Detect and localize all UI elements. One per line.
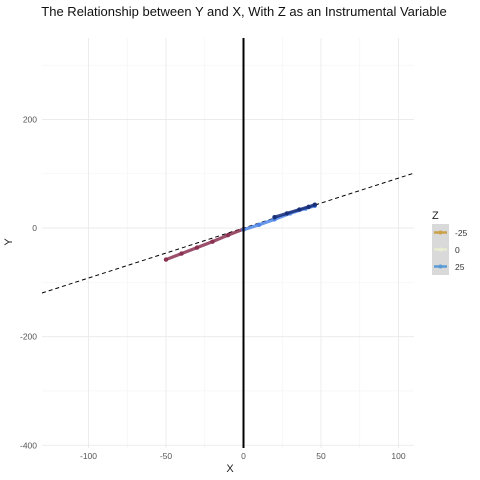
legend-label: -25 <box>455 228 468 238</box>
data-point <box>256 222 262 228</box>
legend-key-point <box>438 230 443 235</box>
data-point <box>272 215 277 220</box>
data-point <box>210 239 215 244</box>
series-line <box>164 227 246 262</box>
legend-key-point <box>438 264 443 269</box>
legend-key-point <box>438 247 443 252</box>
legend-title: Z <box>432 210 439 222</box>
data-point <box>284 211 290 216</box>
data-point <box>312 202 317 207</box>
data-point <box>225 232 231 238</box>
x-tick-label: 0 <box>241 451 246 461</box>
y-tick-label: -200 <box>20 332 37 342</box>
reference-line <box>41 172 415 294</box>
data-point <box>163 257 169 262</box>
y-tick-label: 200 <box>23 114 37 124</box>
legend-label: 0 <box>455 245 460 255</box>
x-tick-label: 100 <box>391 451 405 461</box>
y-axis-label: Y <box>3 238 15 246</box>
legend: Z -25 0 25 <box>432 210 468 275</box>
axes: -100 -50 0 50 100 -400 -200 0 200 <box>20 114 406 461</box>
chart-title: The Relationship between Y and X, With Z… <box>41 4 446 19</box>
data-point <box>297 207 302 212</box>
legend-label: 25 <box>455 262 465 272</box>
data-point <box>194 245 200 250</box>
grid <box>42 38 414 448</box>
y-tick-label: 0 <box>32 223 37 233</box>
x-tick-label: 50 <box>316 451 326 461</box>
x-tick-label: -50 <box>160 451 173 461</box>
x-axis-label: X <box>226 463 234 475</box>
plot-area <box>41 38 415 448</box>
data-point <box>306 204 311 210</box>
y-tick-label: -400 <box>20 440 37 450</box>
data-point <box>179 251 184 256</box>
x-tick-label: -100 <box>80 451 97 461</box>
